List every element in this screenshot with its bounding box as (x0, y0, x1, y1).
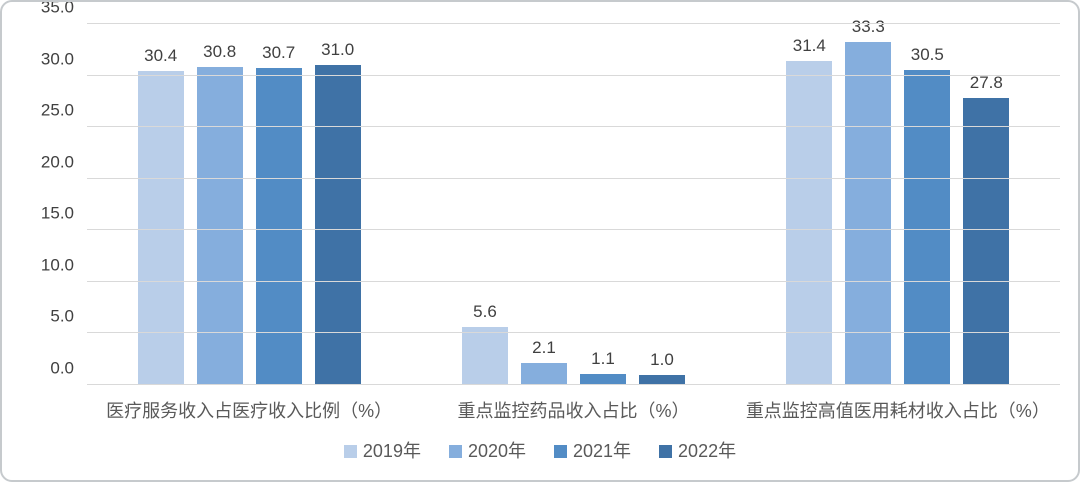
bar-2020年-group-3: 33.3 (845, 18, 892, 385)
gridline-y-15.0 (87, 229, 1060, 231)
bar-value-label: 30.8 (203, 42, 237, 62)
gridline-y-35.0 (87, 23, 1060, 24)
gridline-y-25.0 (87, 126, 1060, 128)
legend-swatch-icon (554, 444, 567, 458)
y-axis-tick-label: 30.0 (40, 49, 74, 69)
bar-groups-container: 30.4 30.8 30.7 31.0 5.6 2.1 1.1 1.0 31.4 33.3 30.5… (87, 18, 1060, 385)
y-axis-tick-label: 25.0 (40, 100, 74, 120)
bar-2019年-group-2: 5.6 (461, 303, 508, 385)
chart-legend: 2019年 2020年 2021年 2022年 (2, 442, 1078, 460)
y-axis-tick-label: 20.0 (40, 152, 74, 172)
bar-2022年-group-2: 1.0 (638, 351, 685, 385)
bar-group-3: 31.4 33.3 30.5 27.8 (736, 18, 1060, 385)
bar-2019年-group-3: 31.4 (786, 37, 833, 385)
x-axis-category-label-3: 重点监控高值医用耗材收入占比（%） (745, 401, 1050, 421)
legend-item-2020年: 2020年 (448, 441, 526, 461)
bar-group-2: 5.6 2.1 1.1 1.0 (411, 24, 735, 385)
legend-label: 2020年 (467, 441, 526, 461)
bar-value-label: 1.0 (650, 349, 674, 369)
legend-swatch-icon (343, 444, 357, 458)
bar-value-label: 5.6 (473, 302, 497, 322)
bar-2020年-group-1: 30.8 (196, 43, 243, 385)
bar-2022年-group-3: 27.8 (963, 74, 1010, 385)
y-axis-tick-label: 5.0 (50, 306, 74, 326)
legend-label: 2022年 (678, 441, 737, 461)
bar-group-1: 30.4 30.8 30.7 31.0 (87, 24, 411, 385)
x-axis-category-label-2: 重点监控药品收入占比（%） (457, 401, 690, 421)
gridline-y-5.0 (87, 332, 1060, 334)
bar-2022年-group-1: 31.0 (314, 41, 361, 385)
gridline-y-20.0 (87, 177, 1060, 179)
x-axis-category-label-1: 医疗服务收入占医疗收入比例（%） (106, 401, 393, 421)
bar-value-label: 2.1 (532, 338, 556, 358)
bar-value-label: 1.1 (591, 348, 615, 368)
y-axis-tick-label: 15.0 (40, 203, 74, 223)
plot-area: 30.4 30.8 30.7 31.0 5.6 2.1 1.1 1.0 31.4 33.3 30.5… (41, 2, 1060, 385)
bar-2021年-group-2: 1.1 (579, 350, 626, 385)
bar-2019年-group-1: 30.4 (137, 47, 184, 385)
y-axis-tick-label: 0.0 (50, 358, 74, 378)
gridline-y-30.0 (87, 74, 1060, 76)
gridline-y-0.0 (87, 384, 1060, 385)
bar-2021年-group-3: 30.5 (904, 46, 951, 385)
y-axis-tick-label: 10.0 (40, 255, 74, 275)
bar-2021年-group-1: 30.7 (255, 44, 302, 385)
bar-value-label: 30.4 (144, 46, 178, 66)
legend-swatch-icon (448, 444, 462, 458)
x-axis-labels: 医疗服务收入占医疗收入比例（%） 重点监控药品收入占比（%） 重点监控高值医用耗材收… (87, 397, 1060, 423)
gridline-y-10.0 (87, 280, 1060, 282)
bar-value-label: 30.7 (262, 43, 296, 63)
bar-value-label: 31.0 (321, 40, 355, 60)
y-axis-tick-label: 35.0 (40, 0, 74, 17)
bar-value-label: 27.8 (969, 73, 1003, 93)
bar-value-label: 31.4 (792, 36, 826, 56)
bar-2020年-group-2: 2.1 (520, 339, 567, 385)
bar-value-label: 30.5 (910, 45, 944, 65)
bar-value-label: 33.3 (851, 16, 885, 36)
legend-label: 2019年 (362, 441, 421, 461)
legend-label: 2021年 (573, 441, 632, 461)
legend-item-2022年: 2022年 (659, 442, 736, 460)
legend-swatch-icon (659, 444, 673, 458)
legend-item-2021年: 2021年 (554, 442, 631, 460)
legend-item-2019年: 2019年 (343, 441, 421, 461)
